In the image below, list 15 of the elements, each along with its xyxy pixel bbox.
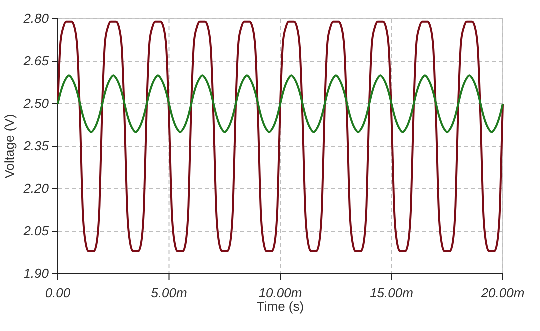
x-tick-label: 5.00m xyxy=(151,285,188,300)
x-tick-label: 10.00m xyxy=(258,285,302,300)
line-series xyxy=(57,74,504,134)
y-tick-label: 2.20 xyxy=(22,181,50,196)
y-tick-label: 2.65 xyxy=(22,54,50,69)
x-axis-title: Time (s) xyxy=(256,299,304,314)
x-tick-label: 0.00 xyxy=(45,285,72,300)
y-tick-label: 1.90 xyxy=(24,266,50,282)
y-tick-label: 2.05 xyxy=(22,224,50,239)
y-tick-label: 2.50 xyxy=(22,96,50,112)
x-tick-label: 15.00m xyxy=(370,285,414,300)
y-tick-label: 2.35 xyxy=(22,138,50,154)
x-tick-label: 20.00m xyxy=(480,285,525,300)
y-tick-label: 2.80 xyxy=(22,11,50,26)
y-axis-title: Voltage (V) xyxy=(2,114,17,179)
